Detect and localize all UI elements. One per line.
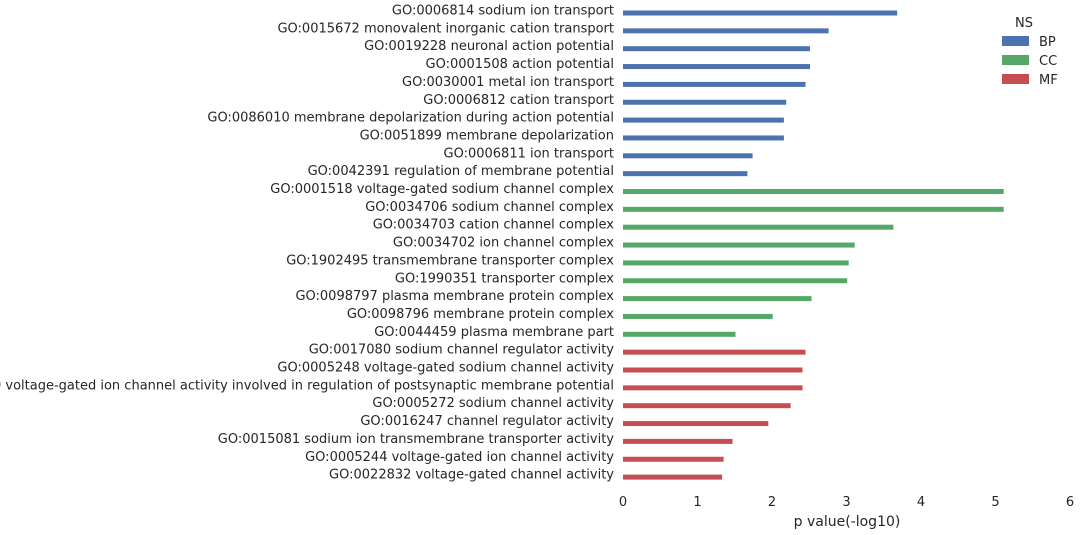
bar-cc (623, 278, 848, 284)
bar-cc (623, 331, 736, 337)
category-label: GO:0005248 voltage-gated sodium channel … (277, 361, 614, 376)
bar-mf (623, 367, 803, 373)
x-tick-label: 2 (768, 495, 776, 510)
bar-bp (623, 10, 898, 16)
category-label: GO:0017080 sodium channel regulator acti… (309, 343, 615, 358)
category-label: GO:1990351 transporter complex (395, 271, 614, 286)
category-label: GO:0044459 plasma membrane part (374, 325, 614, 340)
bar-mf (623, 349, 806, 355)
category-label: GO:0022832 voltage-gated channel activit… (329, 468, 614, 483)
x-axis-label: p value(-log10) (794, 514, 901, 530)
category-label: GO:0001508 action potential (426, 57, 614, 72)
category-label: GO:0005244 voltage-gated ion channel act… (305, 450, 614, 465)
legend-title: NS (1015, 16, 1033, 31)
category-label: GO:0030001 metal ion transport (402, 75, 614, 90)
category-label: GO:0005272 sodium channel activity (372, 396, 614, 411)
bar-cc (623, 296, 812, 302)
bar-mf (623, 474, 723, 480)
bar-bp (623, 99, 787, 105)
x-tick-label: 3 (842, 495, 850, 510)
x-tick-label: 0 (619, 495, 627, 510)
bar-cc (623, 206, 1004, 212)
bar-cc (623, 260, 849, 266)
category-label: GO:0019228 neuronal action potential (364, 39, 614, 54)
bar-bp (623, 28, 829, 34)
category-label: GO:0051899 membrane depolarization (360, 128, 614, 143)
bar-mf (623, 385, 803, 391)
legend-label-bp: BP (1039, 35, 1056, 50)
legend-swatch-cc (1002, 55, 1029, 65)
category-label: GO:1902495 transmembrane transporter com… (286, 253, 614, 268)
category-label: GO:0001518 voltage-gated sodium channel … (270, 182, 614, 197)
bar-bp (623, 117, 784, 123)
bar-cc (623, 224, 894, 230)
category-label: GO:1905030 voltage-gated ion channel act… (0, 378, 614, 393)
bar-bp (623, 153, 753, 159)
bar-mf (623, 456, 724, 462)
legend-label-mf: MF (1039, 73, 1058, 88)
bar-bp (623, 135, 784, 141)
category-label: GO:0034703 cation channel complex (373, 218, 615, 233)
x-axis-ticks: 0 1 2 3 4 5 6 (619, 495, 1074, 510)
category-label: GO:0015081 sodium ion transmembrane tran… (218, 432, 614, 447)
bar-cc (623, 189, 1004, 194)
bar-mf (623, 421, 769, 427)
x-tick-label: 4 (917, 495, 925, 510)
bar-bp (623, 171, 748, 177)
legend-items: BP CC MF (1002, 35, 1058, 88)
x-tick-label: 6 (1066, 495, 1074, 510)
category-label: GO:0006812 cation transport (423, 93, 614, 108)
bar-cc (623, 242, 855, 248)
bars-layer (623, 10, 1004, 480)
bar-bp (623, 64, 810, 70)
legend: NS BP CC MF (1002, 16, 1058, 88)
category-label: GO:0006814 sodium ion transport (392, 4, 614, 19)
category-label: GO:0098796 membrane protein complex (347, 307, 614, 322)
category-label: GO:0006811 ion transport (444, 146, 615, 161)
x-tick-label: 5 (991, 495, 999, 510)
category-labels: GO:0006814 sodium ion transport GO:001567… (0, 4, 614, 483)
category-label: GO:0034702 ion channel complex (393, 236, 614, 251)
category-label: GO:0086010 membrane depolarization durin… (207, 111, 614, 126)
category-label: GO:0016247 channel regulator activity (360, 414, 614, 429)
category-label: GO:0034706 sodium channel complex (365, 200, 614, 215)
legend-swatch-mf (1002, 74, 1029, 84)
category-label: GO:0098797 plasma membrane protein compl… (295, 289, 614, 304)
legend-swatch-bp (1002, 36, 1029, 46)
bar-cc (623, 313, 773, 319)
bar-mf (623, 403, 791, 409)
bar-mf (623, 438, 733, 444)
category-label: GO:0015672 monovalent inorganic cation t… (277, 21, 614, 36)
bar-bp (623, 81, 806, 87)
bar-bp (623, 46, 810, 52)
x-tick-label: 1 (693, 495, 701, 510)
category-label: GO:0042391 regulation of membrane potent… (308, 164, 614, 179)
legend-label-cc: CC (1039, 54, 1057, 69)
